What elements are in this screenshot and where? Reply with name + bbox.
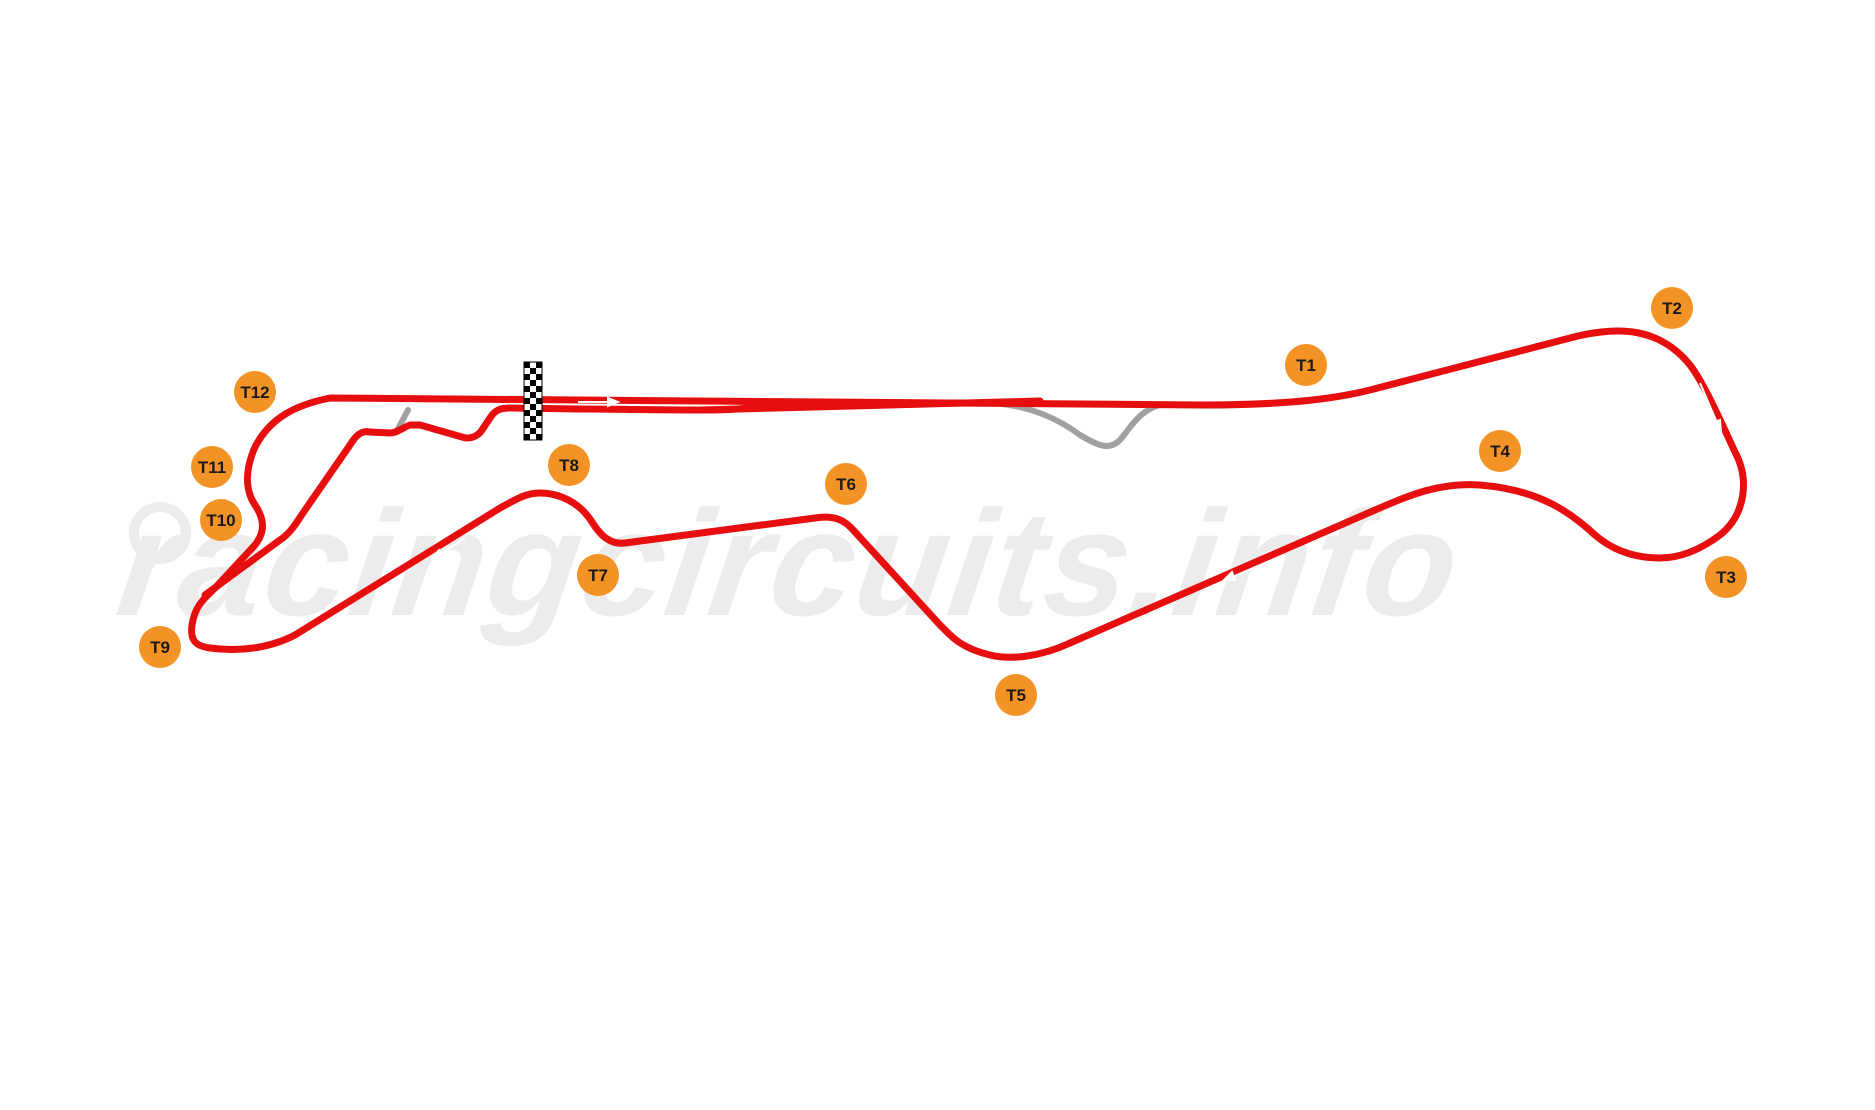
turn-label-t7: T7 (588, 566, 608, 585)
turn-markers: T1 T2 T3 T4 T5 T6 T7 T8 (139, 287, 1747, 716)
pit-straight-overlap (696, 397, 1044, 414)
inner-link-section (201, 401, 774, 599)
watermark: racingcircuits.info (109, 480, 1471, 647)
turn-marker-t3: T3 (1705, 556, 1747, 598)
turn-label-t2: T2 (1662, 299, 1682, 318)
turn-marker-t6: T6 (825, 463, 867, 505)
track-outline (188, 327, 1747, 661)
turn-label-t4: T4 (1490, 442, 1510, 461)
turn-label-t12: T12 (240, 383, 269, 402)
direction-arrow-icon (429, 537, 466, 561)
turn-marker-t4: T4 (1479, 430, 1521, 472)
turn-marker-t1: T1 (1285, 344, 1327, 386)
checkered-flag-icon (523, 361, 543, 441)
direction-arrows (429, 382, 1723, 581)
turn-label-t10: T10 (206, 511, 235, 530)
direction-arrow-icon (1699, 382, 1723, 435)
turn-marker-t8: T8 (548, 444, 590, 486)
turn-marker-t12: T12 (234, 371, 276, 413)
turn-marker-t10: T10 (200, 499, 242, 541)
turn-label-t6: T6 (836, 475, 856, 494)
pit-entry (987, 400, 1163, 449)
turn-marker-t2: T2 (1651, 287, 1693, 329)
turn-label-t5: T5 (1006, 686, 1026, 705)
turn-marker-t7: T7 (577, 554, 619, 596)
direction-arrow-icon (578, 396, 621, 408)
turn-label-t9: T9 (150, 638, 170, 657)
pit-exit (395, 407, 411, 432)
watermark-text: racingcircuits.info (109, 480, 1471, 647)
turn-label-t1: T1 (1296, 356, 1316, 375)
turn-marker-t11: T11 (191, 446, 233, 488)
turn-label-t8: T8 (559, 456, 579, 475)
turn-marker-t5: T5 (995, 674, 1037, 716)
turn-label-t3: T3 (1716, 568, 1736, 587)
pit-lane (395, 400, 1163, 449)
direction-arrow-icon (1221, 564, 1261, 581)
turn-marker-t9: T9 (139, 626, 181, 668)
racing-track (188, 327, 1747, 661)
turn-label-t11: T11 (198, 458, 226, 477)
